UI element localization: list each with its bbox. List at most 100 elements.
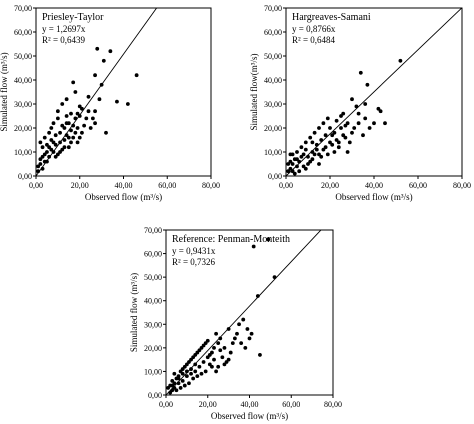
data-point xyxy=(193,353,198,357)
data-point xyxy=(47,130,52,135)
data-point xyxy=(297,159,302,164)
data-point xyxy=(290,169,295,174)
data-point xyxy=(310,140,315,145)
data-point xyxy=(82,123,87,128)
data-point xyxy=(66,135,71,140)
data-point xyxy=(299,154,304,159)
data-point xyxy=(73,90,78,94)
data-point xyxy=(86,94,91,99)
y-axis-label: Simulated flow (m³/s) xyxy=(129,273,139,352)
y-tick-label: 40,00 xyxy=(14,76,32,85)
r-squared: R² = 0,6484 xyxy=(292,35,336,45)
chart-title: Priesley-Taylor xyxy=(42,12,104,23)
data-point xyxy=(347,140,352,145)
x-tick-label: 0,00 xyxy=(279,181,293,190)
data-point xyxy=(288,152,293,157)
data-point xyxy=(40,166,45,171)
x-tick-label: 20,00 xyxy=(321,181,339,190)
data-point xyxy=(372,121,376,126)
data-point xyxy=(245,327,250,331)
data-point xyxy=(288,159,293,164)
data-point xyxy=(62,138,67,142)
y-tick-label: 60,00 xyxy=(264,28,282,37)
data-point xyxy=(251,244,256,249)
data-point xyxy=(212,345,216,350)
data-point xyxy=(365,82,370,87)
y-tick-label: 0,00 xyxy=(268,172,282,181)
data-point xyxy=(93,109,97,114)
data-point xyxy=(330,133,335,138)
data-point xyxy=(352,126,357,130)
data-point xyxy=(45,142,49,147)
data-point xyxy=(328,140,332,145)
data-point xyxy=(321,147,326,152)
x-tick-label: 80,00 xyxy=(453,181,471,190)
y-tick-label: 60,00 xyxy=(14,28,32,37)
data-point xyxy=(71,135,76,140)
data-point xyxy=(288,166,293,171)
data-point xyxy=(272,275,277,280)
x-tick-label: 0,00 xyxy=(159,400,173,409)
data-point xyxy=(325,152,330,157)
data-point xyxy=(295,157,299,162)
data-point xyxy=(350,97,354,102)
x-tick-label: 60,00 xyxy=(409,181,427,190)
data-point xyxy=(319,138,324,142)
data-point xyxy=(55,152,60,157)
data-point xyxy=(266,237,271,242)
chart-2: 0,00 10,00 20,00 30,00 40,00 50,00 60,00 70,00 0… xyxy=(249,4,471,202)
data-point xyxy=(180,371,185,376)
data-point xyxy=(295,150,299,154)
data-point xyxy=(363,102,368,106)
data-point xyxy=(58,150,62,154)
y-tick-label: 70,00 xyxy=(14,4,32,13)
chart-3: 0,00 10,00 20,00 30,00 40,00 50,00 60,00 70,00 0… xyxy=(129,226,342,421)
data-point xyxy=(75,126,80,130)
regression-equation: y = 0,9431x xyxy=(172,246,216,256)
data-point xyxy=(42,135,47,140)
x-tick-label: 40,00 xyxy=(241,400,259,409)
data-point xyxy=(222,345,227,350)
data-point xyxy=(189,371,193,376)
data-point xyxy=(93,121,97,126)
data-point xyxy=(218,348,223,353)
y-tick-label: 30,00 xyxy=(264,100,282,109)
data-point xyxy=(334,118,339,123)
data-point xyxy=(258,353,262,357)
data-point xyxy=(334,138,339,142)
data-point xyxy=(350,130,354,135)
data-point xyxy=(343,135,348,140)
r-squared: R² = 0,7326 xyxy=(172,257,216,267)
data-point xyxy=(184,362,189,367)
data-point xyxy=(58,140,62,145)
data-point xyxy=(345,121,350,126)
data-point xyxy=(58,130,62,135)
data-point xyxy=(325,116,330,121)
data-point xyxy=(172,371,177,376)
data-point xyxy=(317,162,321,166)
data-point xyxy=(332,130,337,135)
y-tick-label: 20,00 xyxy=(14,124,32,133)
data-point xyxy=(220,355,225,360)
data-point xyxy=(376,106,381,111)
data-point xyxy=(51,150,56,154)
data-point xyxy=(205,338,210,343)
data-point xyxy=(319,154,324,159)
chart-title: Reference: Penman-Monteith xyxy=(172,234,290,245)
data-point xyxy=(115,99,119,104)
data-point xyxy=(69,111,73,116)
y-tick-label: 10,00 xyxy=(14,148,32,157)
data-point xyxy=(306,162,310,166)
data-point xyxy=(174,388,179,393)
data-point xyxy=(180,367,185,371)
data-point xyxy=(84,116,89,121)
data-point xyxy=(60,102,65,106)
data-point xyxy=(343,123,348,128)
data-point xyxy=(66,145,71,150)
data-point xyxy=(336,140,341,145)
data-point xyxy=(104,130,108,135)
data-point xyxy=(354,104,359,109)
data-point xyxy=(363,116,368,121)
y-tick-label: 70,00 xyxy=(144,226,162,235)
data-point xyxy=(51,140,56,145)
